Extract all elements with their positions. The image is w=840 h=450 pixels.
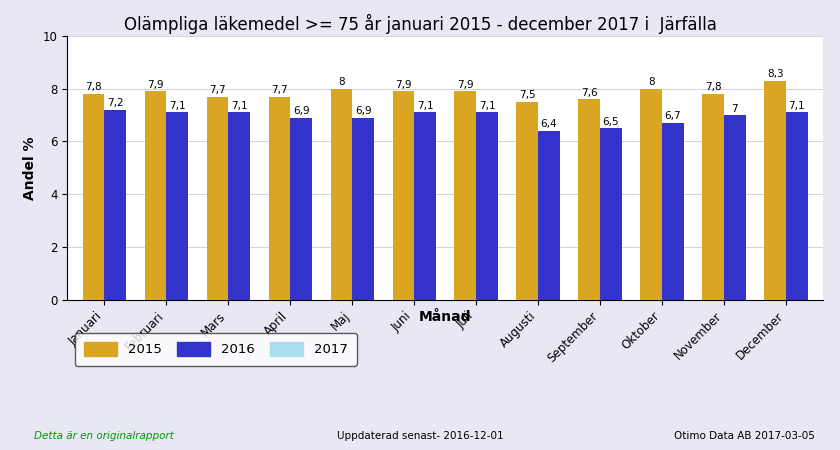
Text: 6,5: 6,5 [602, 117, 619, 127]
Bar [291, 118, 312, 300]
Text: Uppdaterad senast- 2016-12-01: Uppdaterad senast- 2016-12-01 [337, 431, 503, 441]
Text: 7,6: 7,6 [581, 88, 597, 98]
Bar [662, 123, 684, 300]
Bar [702, 94, 724, 300]
Text: Olämpliga läkemedel >= 75 år januari 2015 - december 2017 i  Järfälla: Olämpliga läkemedel >= 75 år januari 201… [123, 14, 717, 34]
Text: 7,1: 7,1 [169, 101, 186, 111]
Text: 7,9: 7,9 [395, 80, 412, 90]
Bar [352, 118, 374, 300]
Text: 8: 8 [648, 77, 654, 87]
Bar [600, 128, 622, 300]
Y-axis label: Andel %: Andel % [23, 136, 37, 199]
Bar [269, 97, 291, 300]
Text: 7,7: 7,7 [209, 85, 226, 95]
Bar [764, 81, 786, 300]
Text: 7,5: 7,5 [519, 90, 536, 100]
Bar [786, 112, 808, 300]
Bar [724, 115, 746, 300]
Bar [454, 91, 476, 300]
Bar [538, 131, 559, 300]
Bar [228, 112, 250, 300]
Bar [331, 89, 352, 300]
Text: 8,3: 8,3 [767, 69, 784, 79]
Bar [476, 112, 498, 300]
Bar [104, 110, 126, 300]
Text: 7,9: 7,9 [147, 80, 164, 90]
Text: 8: 8 [338, 77, 344, 87]
Text: 7,1: 7,1 [417, 101, 433, 111]
Text: 7,1: 7,1 [231, 101, 248, 111]
Text: 7: 7 [732, 104, 738, 113]
Text: 6,4: 6,4 [541, 119, 557, 129]
Bar [82, 94, 104, 300]
Text: 7,8: 7,8 [705, 82, 722, 92]
Bar [166, 112, 188, 300]
Text: Detta är en originalrapport: Detta är en originalrapport [34, 431, 174, 441]
Bar [517, 102, 538, 300]
Text: 7,2: 7,2 [107, 98, 123, 108]
Text: Otimo Data AB 2017-03-05: Otimo Data AB 2017-03-05 [674, 431, 815, 441]
Legend: 2015, 2016, 2017: 2015, 2016, 2017 [75, 333, 357, 365]
Bar [640, 89, 662, 300]
Text: 7,1: 7,1 [789, 101, 806, 111]
Text: 6,9: 6,9 [354, 106, 371, 116]
Bar [392, 91, 414, 300]
Text: 6,7: 6,7 [664, 112, 681, 122]
Text: 6,9: 6,9 [293, 106, 309, 116]
Bar [207, 97, 228, 300]
Text: 7,8: 7,8 [85, 82, 102, 92]
Bar [414, 112, 436, 300]
Text: 7,9: 7,9 [457, 80, 474, 90]
Text: 7,1: 7,1 [479, 101, 496, 111]
Bar [144, 91, 166, 300]
Text: Månad: Månad [419, 310, 471, 324]
Text: 7,7: 7,7 [271, 85, 288, 95]
Bar [579, 99, 600, 300]
